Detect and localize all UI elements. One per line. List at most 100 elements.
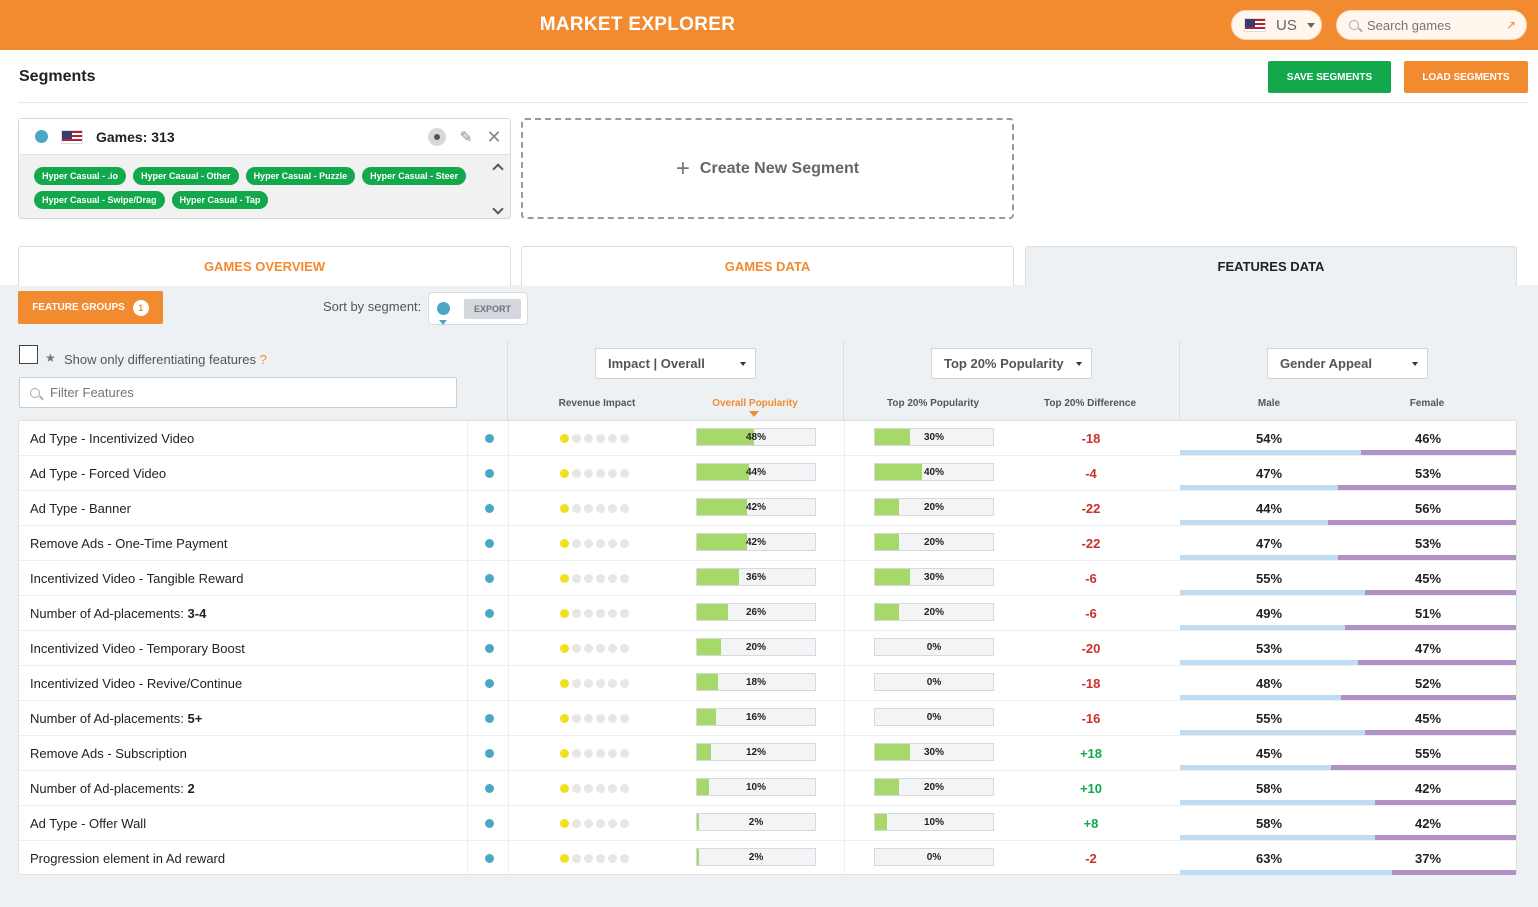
filter-features[interactable] [19,377,457,408]
col-male[interactable]: Male [1257,398,1281,409]
col-female[interactable]: Female [1409,398,1445,409]
col-revenue-impact[interactable]: Revenue Impact [558,398,636,409]
external-link-icon[interactable]: ↗ [1505,18,1516,32]
app-title: MARKET EXPLORER [539,14,736,35]
cell-divider [844,771,845,806]
cell-divider [844,841,845,876]
feature-name: Incentivized Video - Revive/Continue [30,676,242,691]
gender-dropdown[interactable]: Gender Appeal [1267,348,1428,379]
overall-popularity-bar: 12% [696,743,816,761]
impact-dot [608,714,617,723]
feature-name-text: Incentivized Video - Temporary Boost [30,641,245,656]
top20-popularity-bar: 40% [874,463,994,481]
tab-games-data[interactable]: GAMES DATA [521,246,1014,286]
table-row[interactable]: Number of Ad-placements: 2 10% 20% +10 58% 42… [19,771,1516,806]
overall-popularity-value: 42% [745,537,766,548]
impact-dot [584,469,593,478]
overall-popularity-bar: 42% [696,498,816,516]
table-row[interactable]: Ad Type - Banner 42% 20% -22 44% 56% [19,491,1516,526]
table-row[interactable]: Remove Ads - Subscription 12% 30% +18 45% 55% [19,736,1516,771]
impact-dot [608,679,617,688]
impact-dropdown[interactable]: Impact | Overall [595,348,756,379]
bar-fill [875,429,911,445]
male-value: 49% [1255,606,1283,621]
segment-tag[interactable]: Hyper Casual - Other [133,167,239,185]
table-row[interactable]: Ad Type - Incentivized Video 48% 30% -18 54%… [19,421,1516,456]
impact-dot [596,434,605,443]
impact-dot [572,749,581,758]
top20-popularity-bar: 30% [874,743,994,761]
table-row[interactable]: Number of Ad-placements: 5+ 16% 0% -16 55% 45… [19,701,1516,736]
filter-features-input[interactable] [50,385,430,400]
overall-popularity-value: 2% [748,817,764,828]
feature-name-text: Number of Ad-placements: [30,711,188,726]
edit-icon[interactable]: ✎ [459,129,473,146]
bar-fill [875,569,911,585]
eye-icon[interactable] [427,127,447,147]
table-row[interactable]: Number of Ad-placements: 3-4 26% 20% -6 49% 5… [19,596,1516,631]
table-row[interactable]: Remove Ads - One-Time Payment 42% 20% -22 47… [19,526,1516,561]
impact-dot [572,679,581,688]
col-top20-difference[interactable]: Top 20% Difference [1043,398,1137,409]
impact-dot [560,679,569,688]
help-icon[interactable]: ? [259,352,267,367]
table-row[interactable]: Progression element in Ad reward 2% 0% -2 63… [19,841,1516,876]
table-row[interactable]: Ad Type - Forced Video 44% 40% -4 47% 53% [19,456,1516,491]
search-games[interactable]: ↗ [1336,10,1527,40]
impact-dot [620,819,629,828]
segment-dot [485,469,494,478]
col-overall-popularity[interactable]: Overall Popularity [712,398,798,409]
feature-groups-button[interactable]: FEATURE GROUPS 1 [18,291,163,324]
top20-popularity-value: 20% [923,537,944,548]
tab-features-data[interactable]: FEATURES DATA [1025,246,1517,286]
plus-icon: + [675,154,690,182]
impact-dot [584,539,593,548]
male-bar [1180,870,1392,875]
col-top20-popularity[interactable]: Top 20% Popularity [886,398,980,409]
segment-sort-dot[interactable] [437,302,450,315]
top20-popularity-value: 0% [926,852,942,863]
chevron-up-icon[interactable] [492,163,504,175]
cell-divider [508,841,509,876]
bar-fill [875,744,911,760]
save-segments-button[interactable]: SAVE SEGMENTS [1268,61,1391,93]
segment-tag[interactable]: Hyper Casual - .io [34,167,127,185]
top20-popularity-value: 40% [923,467,944,478]
gender-appeal-cell: 48% 52% [1180,666,1516,701]
gender-appeal-cell: 54% 46% [1180,421,1516,456]
top20-difference-value: -22 [1081,536,1101,551]
feature-name: Incentivized Video - Tangible Reward [30,571,243,586]
export-button[interactable]: EXPORT [464,299,521,319]
top20-difference-value: +10 [1079,781,1103,796]
country-select[interactable]: US [1231,10,1322,40]
cell-divider [844,701,845,736]
cell-divider [467,596,468,631]
table-row[interactable]: Incentivized Video - Revive/Continue 18% 0… [19,666,1516,701]
cell-divider [508,596,509,631]
top20-popularity-value: 30% [923,432,944,443]
segment-tag[interactable]: Hyper Casual - Tap [171,191,269,209]
search-input[interactable] [1367,17,1497,33]
gender-appeal-cell: 53% 47% [1180,631,1516,666]
segment-tag[interactable]: Hyper Casual - Puzzle [245,167,356,185]
bar-fill [697,814,700,830]
segment-tag[interactable]: Hyper Casual - Steer [362,167,467,185]
chevron-down-icon[interactable] [492,203,504,215]
differentiating-checkbox[interactable] [19,345,38,364]
load-segments-button[interactable]: LOAD SEGMENTS [1404,61,1528,93]
country-code: US [1276,16,1297,34]
segment-tag[interactable]: Hyper Casual - Swipe/Drag [34,191,165,209]
impact-dot [560,644,569,653]
female-bar [1358,660,1516,665]
impact-dot [620,504,629,513]
close-icon[interactable]: ✕ [486,126,502,147]
overall-popularity-value: 44% [745,467,766,478]
create-new-segment-button[interactable]: + Create New Segment [521,118,1014,219]
impact-dot [596,504,605,513]
table-row[interactable]: Ad Type - Offer Wall 2% 10% +8 58% 42% [19,806,1516,841]
tab-games-overview[interactable]: GAMES OVERVIEW [18,246,511,286]
top20-dropdown[interactable]: Top 20% Popularity [931,348,1092,379]
table-row[interactable]: Incentivized Video - Temporary Boost 20% 0… [19,631,1516,666]
table-row[interactable]: Incentivized Video - Tangible Reward 36% 3… [19,561,1516,596]
bar-fill [697,709,716,725]
